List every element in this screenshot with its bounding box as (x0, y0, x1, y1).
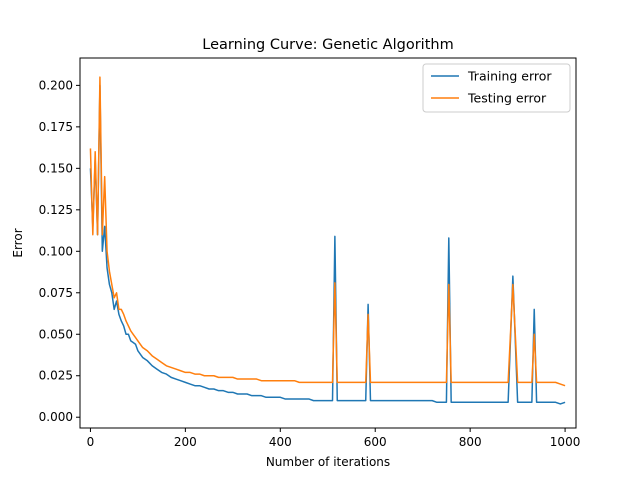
y-tick-label: 0.050 (39, 327, 73, 341)
y-axis: 0.000 0.025 0.050 0.075 0.100 0.125 0.150 0.175… (39, 78, 80, 424)
axes-frame (79, 57, 577, 429)
x-tick-label: 800 (459, 435, 482, 449)
legend-label-0: Training error (467, 69, 552, 84)
y-tick-label: 0.000 (39, 410, 73, 424)
x-axis: 0 200 400 600 800 1000 (87, 428, 581, 449)
y-tick-label: 0.175 (39, 120, 73, 134)
y-tick-label: 0.200 (39, 78, 73, 92)
y-axis-label: Error (11, 228, 25, 257)
x-tick-label: 200 (174, 435, 197, 449)
plot-area (79, 57, 577, 429)
x-axis-label: Number of iterations (266, 455, 390, 469)
x-tick-label: 400 (269, 435, 292, 449)
series-line-0 (89, 84, 566, 405)
y-tick-label: 0.125 (39, 203, 73, 217)
x-tick-label: 1000 (550, 435, 581, 449)
legend: Training error Testing error (422, 63, 571, 113)
y-tick-label: 0.025 (39, 369, 73, 383)
axes-background (80, 58, 576, 428)
chart-title: Learning Curve: Genetic Algorithm (202, 37, 453, 53)
series-line-1 (89, 76, 566, 387)
y-tick-label: 0.100 (39, 244, 73, 258)
x-tick-label: 600 (364, 435, 387, 449)
y-tick-label: 0.075 (39, 286, 73, 300)
y-tick-label: 0.150 (39, 161, 73, 175)
legend-label-1: Testing error (467, 91, 547, 106)
legend-box (422, 63, 571, 113)
series-layer (89, 76, 566, 405)
x-tick-label: 0 (87, 435, 95, 449)
